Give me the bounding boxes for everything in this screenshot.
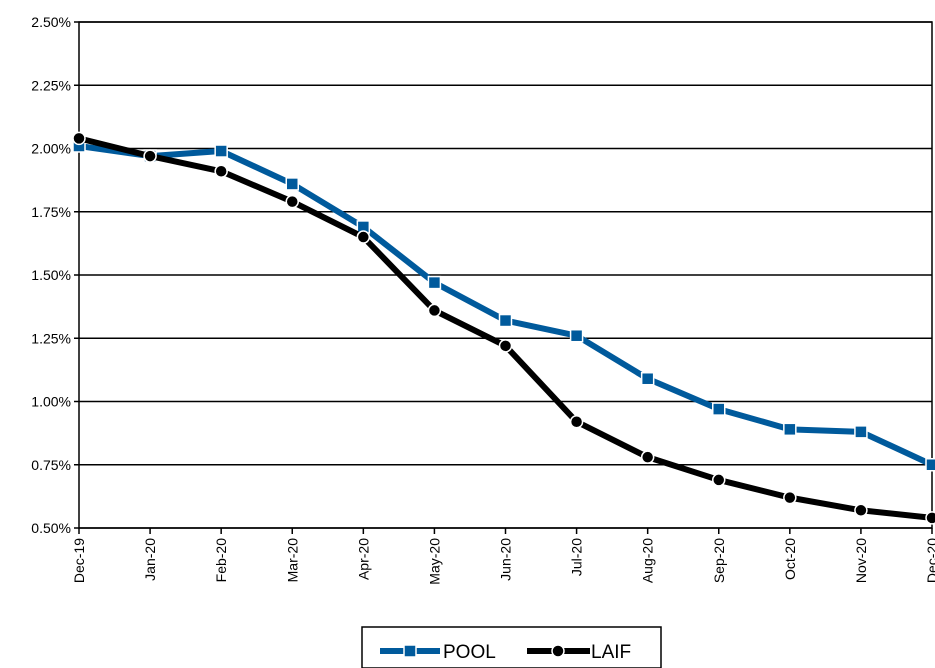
y-tick-label: 1.25% <box>31 330 71 346</box>
legend-laif-marker <box>551 644 565 658</box>
x-tick-label: Jul-20 <box>569 538 585 576</box>
y-tick-label: 2.25% <box>31 77 71 93</box>
data-point <box>356 230 371 244</box>
x-tick-label: Nov-20 <box>853 538 869 583</box>
y-tick-label: 0.75% <box>31 457 71 473</box>
data-point <box>569 328 584 343</box>
data-point <box>427 303 442 318</box>
data-point <box>569 414 584 429</box>
gridlines <box>74 21 933 534</box>
data-point <box>214 144 228 158</box>
data-point <box>854 503 868 518</box>
series-laif <box>72 131 935 525</box>
y-tick-label: 1.50% <box>31 267 71 283</box>
data-point <box>285 194 299 209</box>
series-group <box>72 131 935 525</box>
y-tick-label: 2.50% <box>31 14 71 30</box>
data-point <box>640 371 655 386</box>
data-point <box>925 511 935 525</box>
x-tick-label: May-20 <box>426 538 442 585</box>
series-pool <box>72 139 935 472</box>
data-point <box>498 339 513 353</box>
legend: POOL LAIF <box>361 626 662 668</box>
data-point <box>854 425 868 439</box>
data-point <box>783 422 797 437</box>
data-point <box>285 177 299 191</box>
x-tick-label: Aug-20 <box>640 538 656 583</box>
data-point <box>427 275 442 290</box>
y-tick-label: 1.75% <box>31 204 71 220</box>
x-tick-label: Dec-19 <box>71 538 87 583</box>
data-point <box>783 490 797 505</box>
x-tick-label: Jun-20 <box>498 538 514 581</box>
y-tick-label: 1.00% <box>31 394 71 410</box>
x-tick-label: Feb-20 <box>213 538 229 583</box>
legend-laif-label: LAIF <box>591 642 631 663</box>
data-point <box>712 402 726 416</box>
x-tick-label: Dec-20 <box>924 538 935 583</box>
series-line <box>78 135 933 521</box>
x-tick-label: Oct-20 <box>782 538 798 580</box>
y-axis-tick-labels: 0.50% 0.75% 1.00% 1.25% 1.50% 1.75% 2.00% 2.25%… <box>31 14 71 536</box>
legend-pool-marker <box>403 644 417 658</box>
data-point <box>712 473 726 487</box>
x-tick-label: Sep-20 <box>711 538 727 583</box>
data-point <box>214 164 228 179</box>
y-tick-label: 0.50% <box>31 520 71 536</box>
plot-area-frame <box>78 21 933 529</box>
data-point <box>498 313 513 328</box>
y-tick-label: 2.00% <box>31 141 71 157</box>
data-point <box>640 450 655 464</box>
series-line <box>78 142 934 468</box>
x-tick-label: Apr-20 <box>355 538 371 580</box>
x-tick-label: Mar-20 <box>284 538 300 583</box>
x-tick-label: Jan-20 <box>142 538 158 581</box>
data-point <box>72 131 86 146</box>
data-point <box>925 458 935 472</box>
legend-pool-label: POOL <box>443 642 496 663</box>
x-axis-tick-labels: Dec-19 Jan-20 Feb-20 Mar-20 Apr-20 May-20 Jun-… <box>71 538 935 585</box>
data-point <box>143 149 157 163</box>
